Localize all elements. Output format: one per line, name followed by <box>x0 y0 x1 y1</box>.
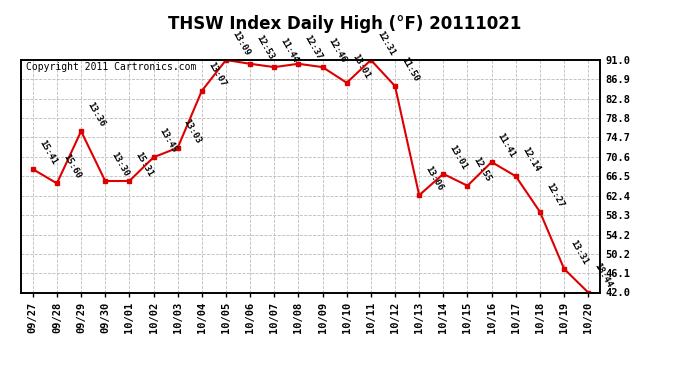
Text: 15:31: 15:31 <box>134 150 155 178</box>
Text: 12:55: 12:55 <box>472 155 493 183</box>
Text: 13:36: 13:36 <box>86 100 106 128</box>
Text: 13:01: 13:01 <box>351 52 372 80</box>
Text: 18:44: 18:44 <box>593 262 613 290</box>
Text: 13:06: 13:06 <box>424 165 444 192</box>
Text: 12:53: 12:53 <box>255 33 275 61</box>
Text: 12:27: 12:27 <box>544 181 565 209</box>
Text: 12:31: 12:31 <box>375 30 396 57</box>
Text: 12:46: 12:46 <box>327 37 348 64</box>
Text: 13:09: 13:09 <box>230 30 251 57</box>
Text: 15:60: 15:60 <box>61 153 82 181</box>
Text: 13:30: 13:30 <box>110 150 130 178</box>
Text: 11:44: 11:44 <box>279 37 299 64</box>
Text: 15:41: 15:41 <box>37 139 58 166</box>
Text: 13:07: 13:07 <box>206 60 227 88</box>
Text: 12:14: 12:14 <box>520 146 541 174</box>
Text: 11:50: 11:50 <box>400 56 420 83</box>
Text: 13:03: 13:03 <box>182 117 203 145</box>
Text: Copyright 2011 Cartronics.com: Copyright 2011 Cartronics.com <box>26 62 197 72</box>
Text: 13:31: 13:31 <box>569 238 589 266</box>
Text: 13:01: 13:01 <box>448 143 469 171</box>
Text: THSW Index Daily High (°F) 20111021: THSW Index Daily High (°F) 20111021 <box>168 15 522 33</box>
Text: 12:37: 12:37 <box>303 33 324 61</box>
Text: 11:41: 11:41 <box>496 132 517 159</box>
Text: 13:45: 13:45 <box>158 127 179 154</box>
